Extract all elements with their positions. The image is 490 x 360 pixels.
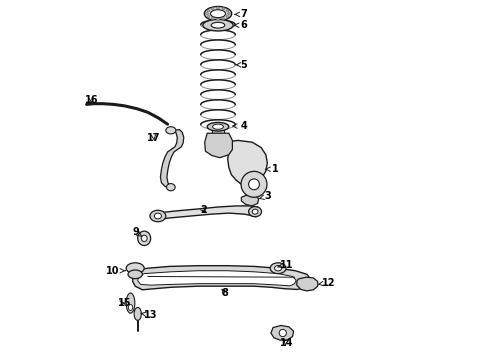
Text: 6: 6 — [235, 20, 247, 30]
Ellipse shape — [141, 235, 147, 242]
Polygon shape — [133, 266, 311, 290]
Text: 12: 12 — [319, 278, 336, 288]
Polygon shape — [242, 194, 259, 206]
Text: 7: 7 — [235, 9, 247, 19]
Ellipse shape — [204, 6, 232, 21]
Polygon shape — [138, 271, 296, 286]
Polygon shape — [225, 140, 268, 197]
Ellipse shape — [217, 7, 220, 9]
Ellipse shape — [207, 15, 210, 18]
Bar — [212, 127, 224, 151]
Ellipse shape — [279, 329, 286, 337]
Ellipse shape — [211, 8, 214, 10]
Ellipse shape — [138, 231, 151, 246]
Text: 16: 16 — [85, 95, 98, 105]
Ellipse shape — [154, 213, 161, 219]
Text: 8: 8 — [221, 288, 228, 298]
Ellipse shape — [203, 19, 233, 31]
Ellipse shape — [150, 210, 166, 222]
Ellipse shape — [252, 209, 258, 214]
Ellipse shape — [274, 266, 282, 271]
Text: 5: 5 — [236, 60, 247, 70]
Text: 4: 4 — [233, 121, 247, 131]
Ellipse shape — [134, 307, 141, 320]
Text: 10: 10 — [106, 266, 125, 276]
Polygon shape — [205, 133, 232, 158]
Ellipse shape — [248, 207, 262, 217]
Ellipse shape — [126, 263, 144, 274]
Text: 13: 13 — [141, 310, 157, 320]
Ellipse shape — [167, 184, 175, 191]
Polygon shape — [297, 277, 318, 291]
Ellipse shape — [227, 13, 230, 15]
Polygon shape — [160, 130, 184, 187]
Text: 11: 11 — [277, 260, 294, 270]
Ellipse shape — [222, 8, 225, 10]
Text: 15: 15 — [118, 298, 132, 308]
Ellipse shape — [222, 18, 225, 20]
Text: 1: 1 — [266, 164, 279, 174]
Text: 17: 17 — [147, 132, 161, 143]
Ellipse shape — [128, 270, 143, 279]
Ellipse shape — [128, 305, 133, 310]
Ellipse shape — [241, 171, 267, 197]
Text: 14: 14 — [280, 338, 294, 348]
Polygon shape — [151, 206, 259, 220]
Ellipse shape — [207, 10, 210, 12]
Ellipse shape — [217, 18, 220, 21]
Ellipse shape — [211, 22, 225, 28]
Text: 2: 2 — [200, 204, 207, 215]
Ellipse shape — [166, 127, 176, 134]
Ellipse shape — [207, 122, 229, 131]
Polygon shape — [271, 325, 294, 340]
Ellipse shape — [270, 263, 286, 274]
Ellipse shape — [248, 179, 259, 190]
Ellipse shape — [211, 10, 225, 18]
Ellipse shape — [213, 124, 223, 129]
Ellipse shape — [226, 10, 229, 12]
Ellipse shape — [126, 293, 135, 313]
Ellipse shape — [211, 18, 214, 20]
Text: 3: 3 — [259, 191, 271, 201]
Text: 9: 9 — [133, 227, 142, 237]
Ellipse shape — [206, 13, 209, 15]
Ellipse shape — [226, 15, 229, 18]
